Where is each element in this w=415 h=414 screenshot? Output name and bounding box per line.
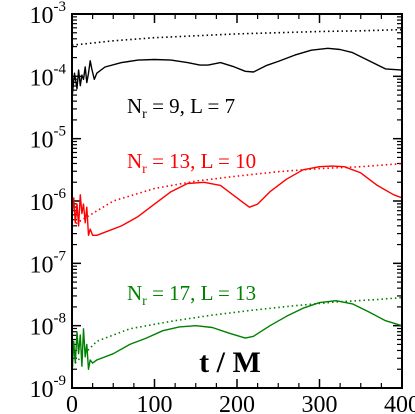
x-tick-label: 300 (302, 392, 338, 414)
series-2-solid-line (71, 165, 403, 236)
plot-frame (71, 13, 403, 389)
x-axis-title: t / M (199, 346, 261, 379)
y-tick-label: 10-9 (30, 373, 67, 403)
x-tick-label: 400 (384, 392, 415, 414)
y-tick-label: 10-5 (30, 124, 67, 154)
series-3-solid-line (71, 300, 403, 376)
x-tick-label: 0 (66, 392, 78, 414)
series-1-solid-line (71, 47, 403, 99)
x-tick-label: 100 (137, 392, 173, 414)
series-layer (71, 28, 403, 376)
series-2-label: Nr = 13, L = 10 (127, 149, 256, 177)
x-tick-label: 200 (219, 392, 255, 414)
series-3-label: Nr = 17, L = 13 (127, 281, 256, 309)
ticks-layer: 0 100 200 300 400 10-9 10-8 10-7 10-6 10-5 10-4 10-… (30, 0, 415, 414)
series-1-label: Nr = 9, L = 7 (127, 94, 235, 122)
y-tick-label: 10-7 (30, 248, 67, 278)
y-tick-label: 10-3 (30, 0, 67, 29)
labels-layer: Nr = 9, L = 7 Nr = 13, L = 10 Nr = 17, L =… (127, 94, 256, 309)
series-1-dotted-line (71, 28, 403, 46)
y-tick-label: 10-8 (30, 311, 67, 341)
y-tick-label: 10-4 (30, 61, 67, 91)
y-tick-label: 10-6 (30, 186, 67, 216)
